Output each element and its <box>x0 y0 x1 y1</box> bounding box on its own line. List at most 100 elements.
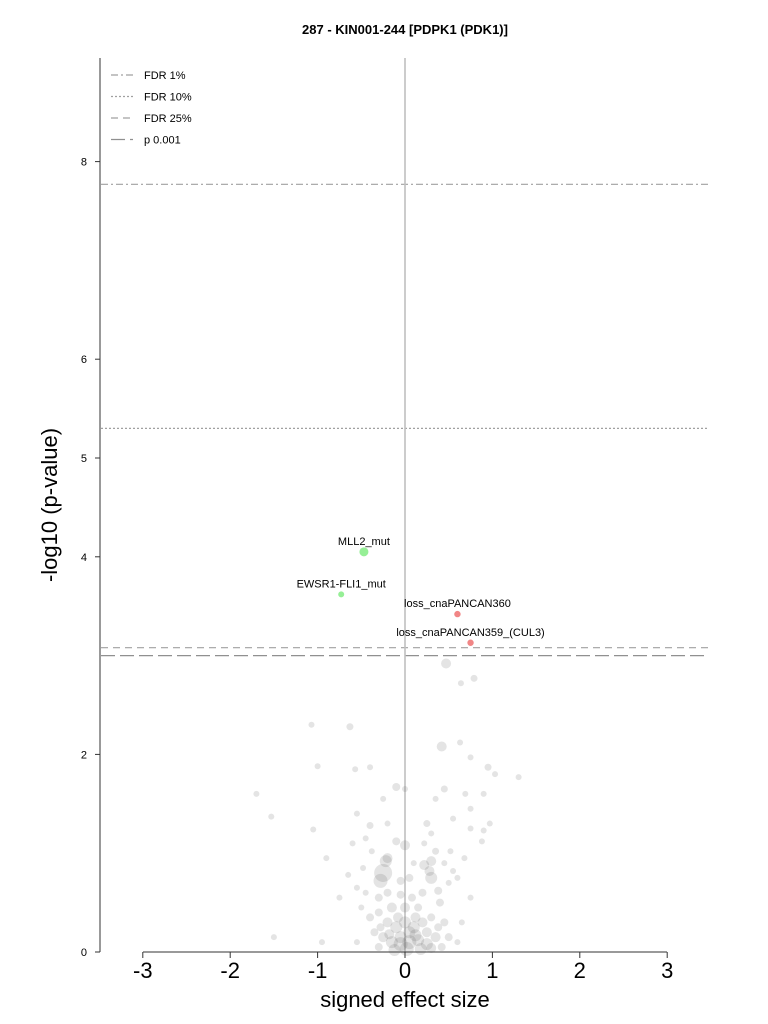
data-point <box>484 763 492 771</box>
data-point <box>373 873 388 888</box>
data-point <box>409 929 422 942</box>
highlighted-point <box>454 610 461 618</box>
data-point <box>392 837 401 846</box>
data-point <box>458 919 465 926</box>
x-tick-label: 2 <box>574 958 586 983</box>
data-point <box>419 860 430 871</box>
data-point <box>412 934 425 947</box>
data-point <box>374 863 393 882</box>
data-point <box>414 903 423 912</box>
data-point <box>318 939 325 946</box>
data-point <box>486 820 493 827</box>
data-point <box>382 853 393 864</box>
y-tick-label: 8 <box>81 157 87 169</box>
data-point <box>366 822 374 830</box>
data-point <box>454 874 461 881</box>
data-point <box>434 886 443 895</box>
data-point <box>399 942 414 957</box>
data-point <box>450 815 457 822</box>
data-point <box>437 943 446 952</box>
data-point <box>383 888 392 897</box>
data-point <box>384 820 391 827</box>
data-point <box>323 855 330 862</box>
data-point <box>378 932 389 943</box>
highlighted-point <box>359 547 369 557</box>
data-point <box>417 917 428 928</box>
data-point <box>353 939 360 946</box>
chart-title: 287 - KIN001-244 [PDPK1 (PDK1)] <box>302 22 508 37</box>
point-label: MLL2_mut <box>338 536 390 548</box>
data-point <box>424 865 435 876</box>
y-tick-label: 6 <box>81 354 87 366</box>
data-point <box>467 894 474 901</box>
data-point <box>380 795 387 802</box>
legend: FDR 1% FDR 10% FDR 25% p 0.001 <box>111 70 192 147</box>
data-point <box>421 927 432 938</box>
data-point <box>358 904 365 911</box>
data-point <box>427 913 436 922</box>
data-point <box>480 827 487 834</box>
data-point <box>374 908 383 917</box>
data-point <box>353 810 360 817</box>
data-point <box>370 928 379 937</box>
x-tick-label: 3 <box>661 958 673 983</box>
data-point <box>393 937 408 952</box>
data-point <box>396 890 405 899</box>
data-point <box>423 820 431 828</box>
data-point <box>425 871 438 884</box>
data-point <box>402 935 417 950</box>
data-point <box>407 893 416 902</box>
data-point <box>362 835 369 842</box>
data-point <box>426 856 437 867</box>
data-point <box>441 658 452 669</box>
data-point <box>268 813 275 820</box>
y-tick-label: 4 <box>81 552 87 564</box>
point-label: EWSR1-FLI1_mut <box>297 578 386 590</box>
y-ticks: 0 2 4 5 6 8 <box>81 157 100 959</box>
data-point <box>445 879 452 886</box>
x-tick-label: -2 <box>220 958 240 983</box>
point-label: loss_cnaPANCAN359_(CUL3) <box>396 627 544 639</box>
data-point <box>447 848 454 855</box>
x-tick-label: -1 <box>308 958 328 983</box>
x-tick-label: 0 <box>399 958 411 983</box>
data-point <box>376 923 385 932</box>
y-axis-label: -log10 (p-value) <box>37 428 62 582</box>
data-point <box>418 888 427 897</box>
legend-label: FDR 25% <box>144 113 192 125</box>
data-point <box>310 826 317 833</box>
data-point <box>349 840 356 847</box>
legend-label: p 0.001 <box>144 135 181 147</box>
data-point <box>467 754 474 761</box>
data-point <box>382 917 393 928</box>
data-point <box>426 943 437 954</box>
data-point <box>434 923 443 932</box>
y-tick-label: 5 <box>81 453 87 465</box>
data-point <box>420 938 433 951</box>
data-point <box>385 936 398 949</box>
data-point <box>480 790 487 797</box>
data-point <box>392 783 401 792</box>
x-tick-label: -3 <box>133 958 153 983</box>
data-point <box>388 944 401 957</box>
data-point <box>440 785 448 793</box>
data-point <box>346 723 354 731</box>
data-point <box>467 805 474 812</box>
data-point <box>492 771 499 778</box>
y-tick-label: 2 <box>81 749 87 761</box>
legend-label: FDR 10% <box>144 92 192 104</box>
x-ticks: -3 -2 -1 0 1 2 3 <box>133 952 673 983</box>
data-point <box>432 847 440 855</box>
data-point <box>436 741 447 752</box>
data-point <box>430 932 441 943</box>
data-point <box>384 929 395 940</box>
data-point <box>441 860 448 867</box>
data-point <box>405 873 414 882</box>
data-point <box>421 840 428 847</box>
highlighted-point <box>338 591 345 598</box>
data-point <box>440 918 449 927</box>
data-point <box>379 855 392 868</box>
data-point <box>400 840 410 851</box>
x-axis-label: signed effect size <box>320 987 490 1012</box>
